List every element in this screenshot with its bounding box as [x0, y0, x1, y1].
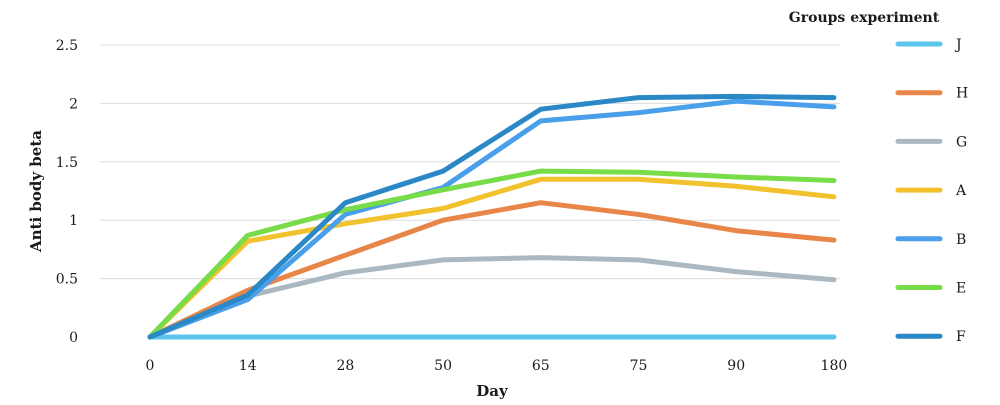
series-line-G — [147, 255, 837, 340]
y-tick-label: 2.5 — [56, 38, 78, 54]
legend-item-G: G — [895, 134, 967, 150]
x-tick-label: 180 — [821, 358, 848, 374]
x-tick-label: 65 — [532, 358, 550, 374]
x-tick-label: 50 — [434, 358, 452, 374]
y-tick-label: 0 — [69, 330, 78, 346]
legend-item-E: E — [895, 281, 966, 297]
legend-label: J — [954, 37, 962, 53]
y-tick-label: 1.5 — [56, 155, 78, 171]
x-tick-label: 90 — [727, 358, 745, 374]
y-tick-label: 0.5 — [56, 272, 78, 288]
y-tick-label: 2 — [69, 96, 78, 112]
legend-item-J: J — [895, 37, 962, 53]
x-tick-label: 75 — [630, 358, 648, 374]
legend-label: B — [956, 232, 966, 248]
x-tick-label: 28 — [336, 358, 354, 374]
series-line-A — [147, 176, 837, 340]
legend-label: F — [956, 329, 966, 345]
series-line-E — [147, 168, 837, 340]
legend-title: Groups experiment — [789, 10, 940, 26]
legend-item-B: B — [895, 232, 966, 248]
y-tick-labels: 0 0.5 1 1.5 2 2.5 — [56, 38, 78, 346]
legend-item-A: A — [895, 183, 967, 199]
legend: J H G A B E F — [895, 37, 968, 345]
legend-label: G — [956, 134, 967, 150]
legend-label: A — [955, 183, 967, 199]
y-axis-title: Anti body beta — [27, 130, 45, 253]
legend-item-F: F — [895, 329, 966, 345]
series-line-F — [147, 93, 837, 340]
legend-item-H: H — [895, 86, 968, 102]
x-tick-label: 0 — [146, 358, 155, 374]
series-lines — [147, 93, 837, 340]
x-tick-labels: 0 14 28 50 65 75 90 180 — [146, 358, 848, 374]
series-line-B — [147, 98, 837, 340]
grid-layer — [100, 44, 840, 280]
y-tick-label: 1 — [69, 213, 78, 229]
legend-label: H — [956, 86, 968, 102]
x-axis-title: Day — [476, 382, 509, 400]
legend-label: E — [956, 281, 966, 297]
x-tick-label: 14 — [239, 358, 257, 374]
